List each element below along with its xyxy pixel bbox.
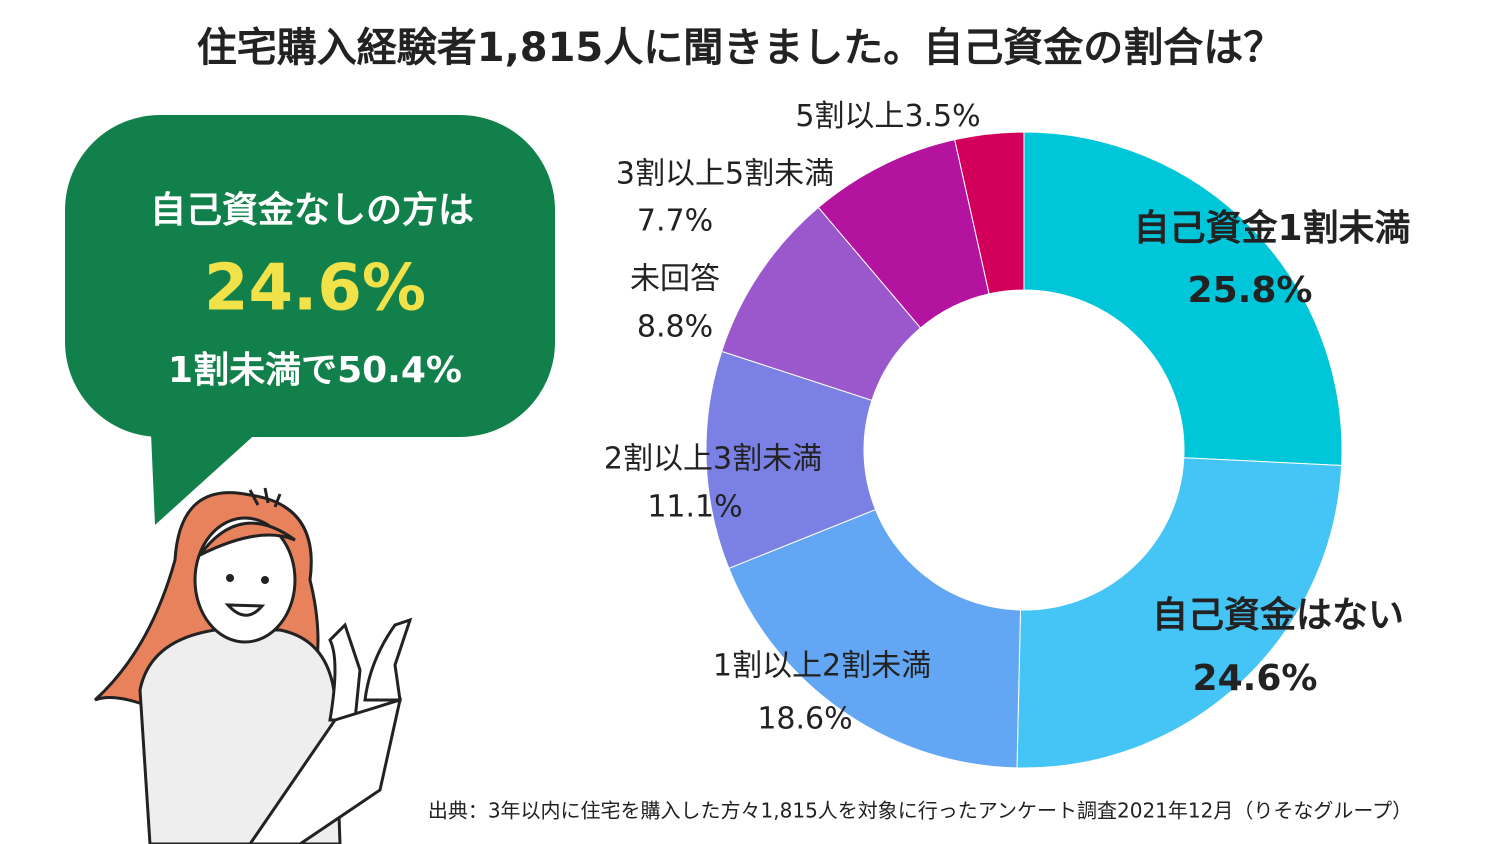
bubble-tail bbox=[150, 410, 260, 525]
callout-text: 自己資金なしの方は bbox=[150, 189, 474, 231]
slice-value-label: 7.7% bbox=[637, 204, 713, 239]
speech-bubble bbox=[65, 115, 555, 525]
slice-value-label: 11.1% bbox=[647, 490, 742, 525]
slice-label: 自己資金はない bbox=[1152, 594, 1404, 636]
bubble-body bbox=[65, 115, 555, 437]
callout-text: 1割未満で50.4% bbox=[168, 350, 462, 391]
slice-label: 1割以上2割未満 bbox=[713, 649, 931, 684]
source-note: 出典：3年以内に住宅を購入した方々1,815人を対象に行ったアンケート調査202… bbox=[428, 799, 1412, 823]
donut-slice bbox=[954, 131, 1025, 295]
slice-label: 5割以上3.5% bbox=[795, 99, 980, 134]
donut-slice bbox=[1016, 457, 1343, 769]
slice-value-label: 8.8% bbox=[637, 310, 713, 345]
slice-label: 未回答 bbox=[630, 262, 720, 297]
slice-value-label: 25.8% bbox=[1188, 270, 1313, 311]
slice-value-label: 3.5% bbox=[904, 99, 980, 134]
donut-slice bbox=[1023, 131, 1343, 466]
chart-title: 住宅購入経験者1,815人に聞きました。自己資金の割合は？ bbox=[197, 25, 1284, 71]
donut-slice bbox=[728, 508, 1022, 769]
slice-value-label: 24.6% bbox=[1193, 658, 1318, 699]
slice-value-label: 18.6% bbox=[757, 702, 852, 737]
callout-highlight: 24.6% bbox=[204, 252, 426, 326]
illustration bbox=[93, 487, 413, 844]
slice-label: 2割以上3割未満 bbox=[604, 442, 822, 477]
slice-label: 3割以上5割未満 bbox=[616, 157, 834, 192]
slice-label: 自己資金1割未満 bbox=[1133, 207, 1410, 249]
slice-label-name: 5割以上 bbox=[795, 99, 904, 134]
